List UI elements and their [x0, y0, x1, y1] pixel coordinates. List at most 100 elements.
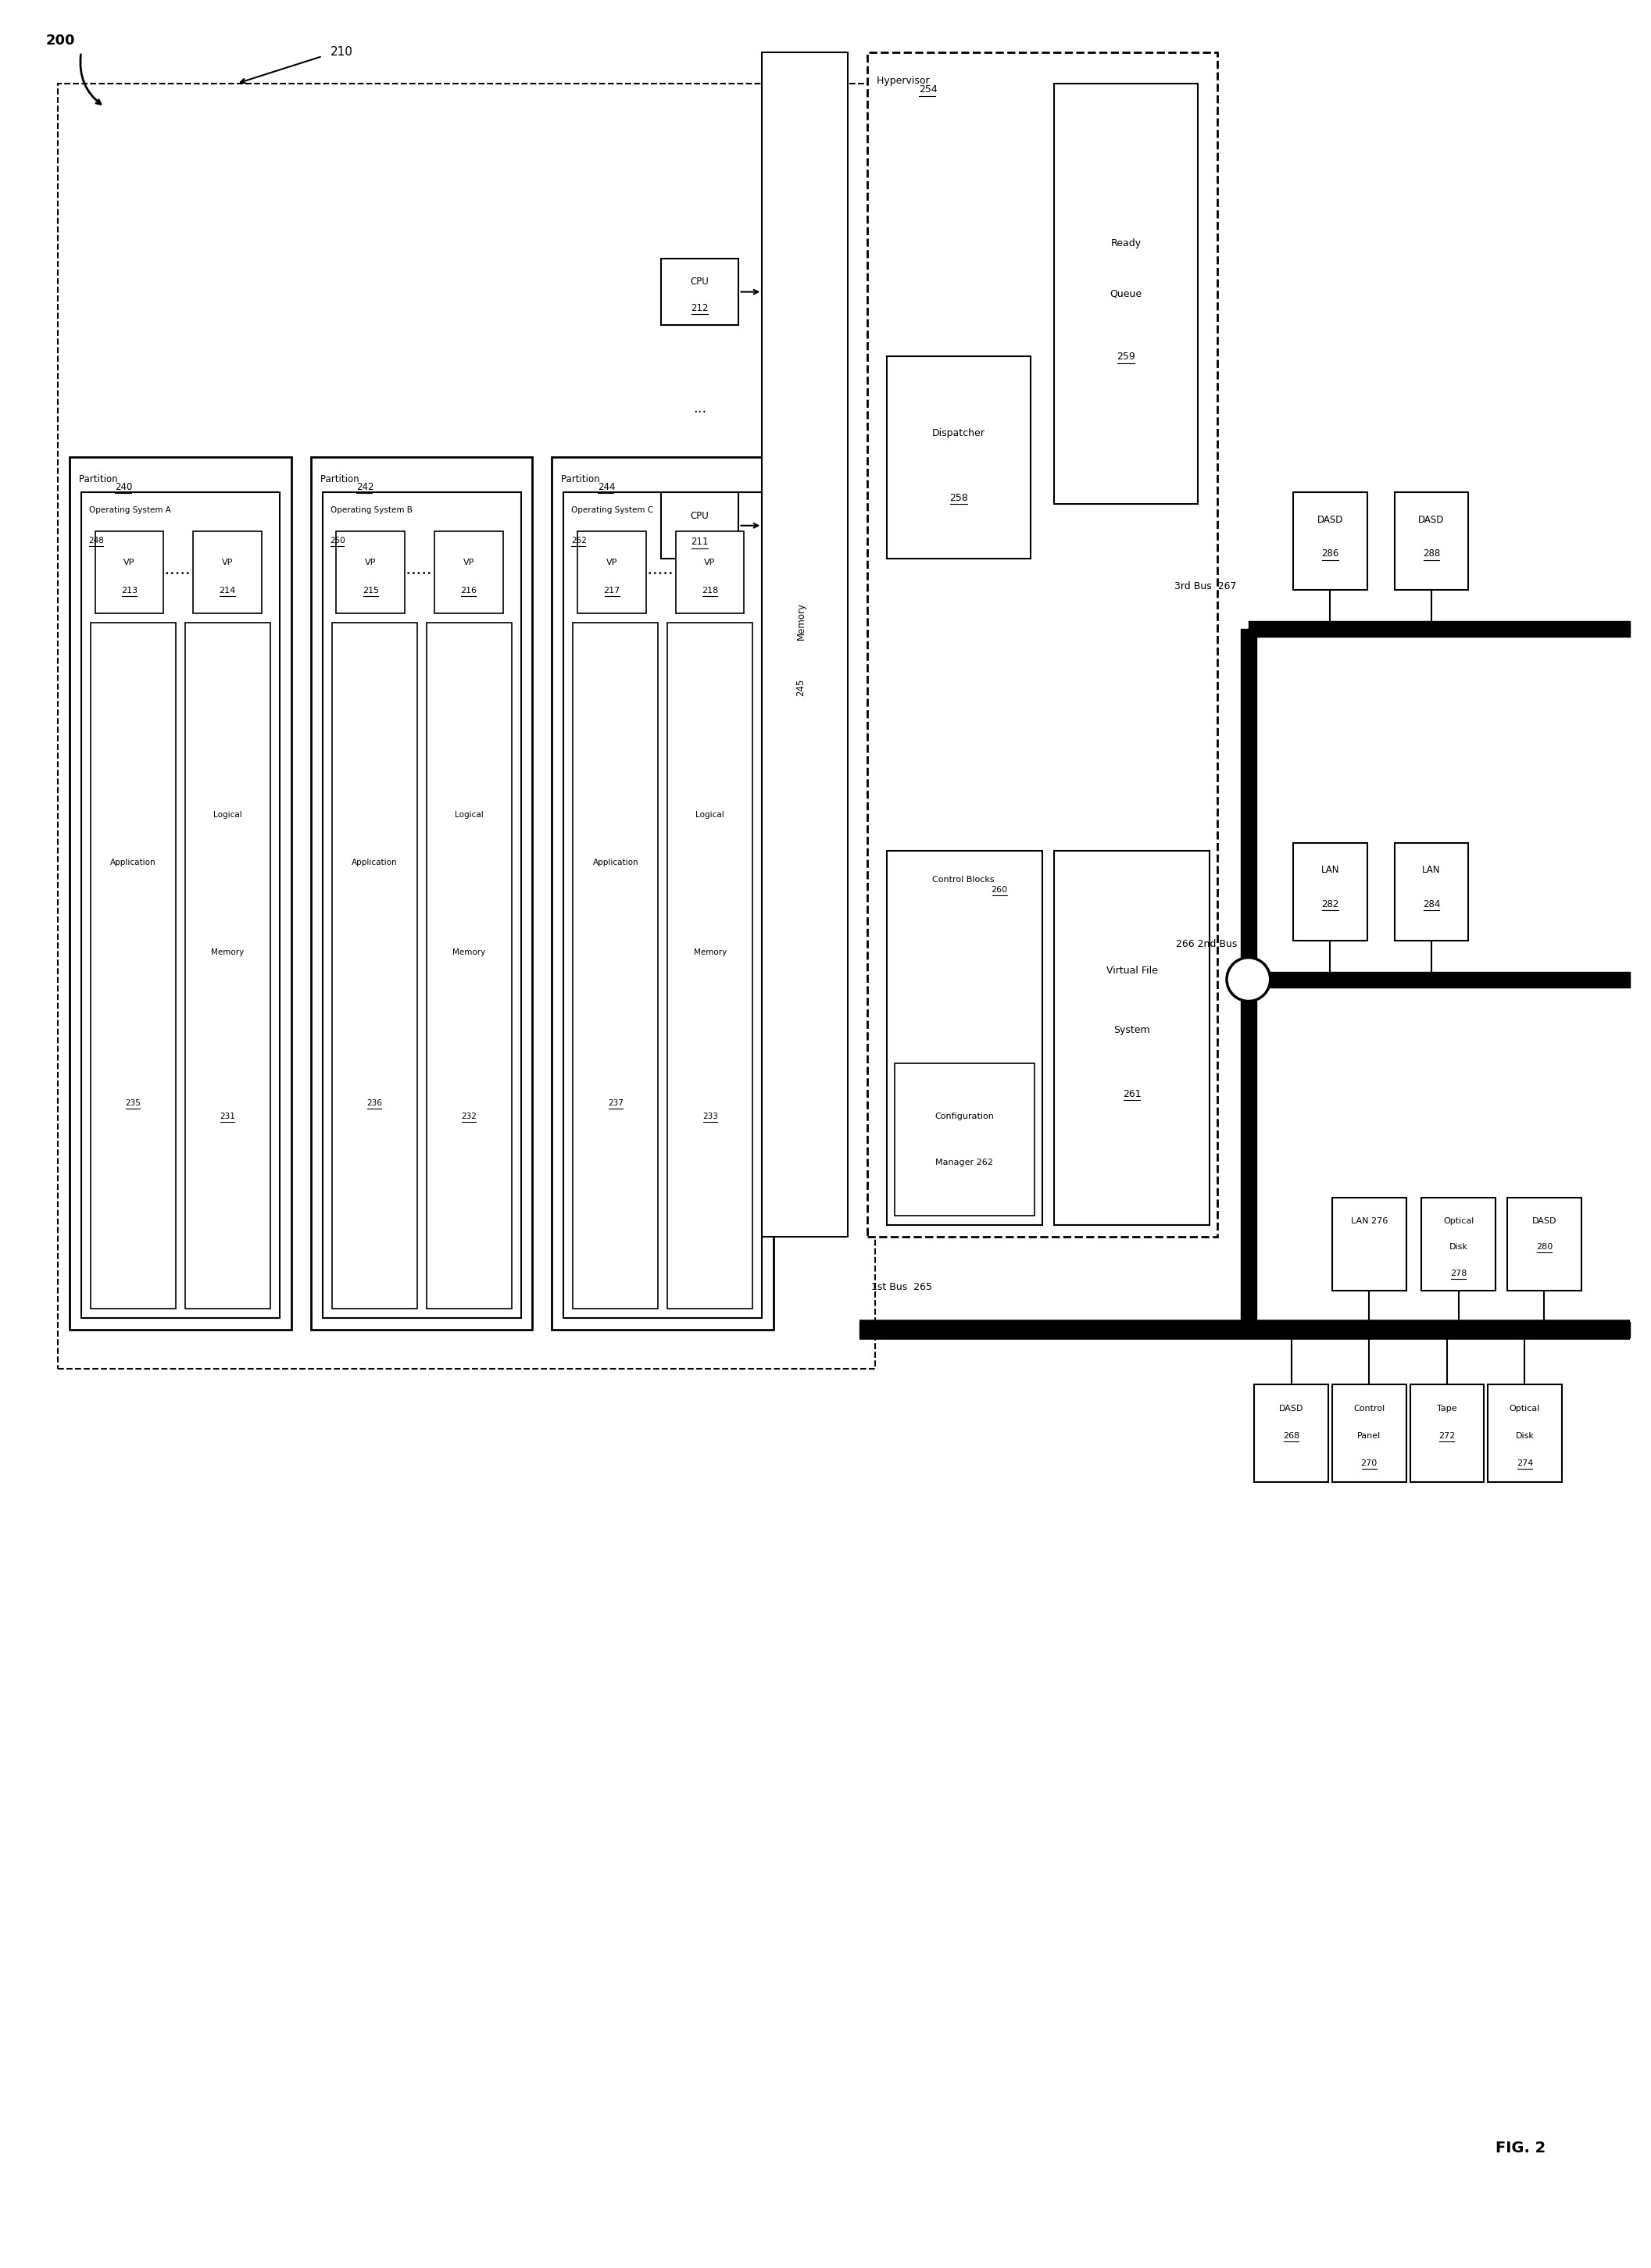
Text: Partition: Partition	[79, 474, 121, 485]
Bar	[578, 531, 646, 612]
Text: 213: 213	[121, 587, 137, 594]
Text: Application: Application	[111, 860, 155, 866]
Text: Ready: Ready	[1111, 238, 1141, 249]
Text: 261: 261	[1123, 1089, 1141, 1100]
Bar	[1053, 84, 1199, 503]
Text: 260: 260	[991, 887, 1007, 894]
Text: 248: 248	[89, 538, 104, 544]
Bar	[887, 356, 1030, 558]
Text: 282: 282	[1321, 900, 1339, 909]
Text: CPU: CPU	[690, 510, 708, 522]
Bar	[551, 458, 774, 1329]
Bar	[426, 624, 512, 1309]
Text: VP: VP	[462, 558, 474, 567]
Bar	[660, 492, 738, 558]
Text: 1st Bus  265: 1st Bus 265	[872, 1281, 931, 1293]
Text: LAN: LAN	[1321, 864, 1339, 875]
Text: Application: Application	[593, 860, 639, 866]
Text: 237: 237	[608, 1100, 624, 1107]
Text: CPU: CPU	[690, 277, 708, 288]
Text: 232: 232	[461, 1114, 477, 1120]
Bar	[1422, 1198, 1496, 1290]
Bar	[675, 531, 745, 612]
Text: 216: 216	[461, 587, 477, 594]
Text: 259: 259	[1116, 352, 1136, 363]
Text: 245: 245	[796, 678, 806, 696]
Text: 242: 242	[357, 481, 375, 492]
Bar	[322, 492, 520, 1318]
Text: Configuration: Configuration	[934, 1114, 994, 1120]
Bar	[185, 624, 271, 1309]
Text: 233: 233	[702, 1114, 718, 1120]
Text: 278: 278	[1450, 1270, 1468, 1277]
Text: Logical: Logical	[695, 812, 725, 819]
Text: Dispatcher: Dispatcher	[933, 429, 986, 438]
Bar	[660, 259, 738, 324]
Bar	[1395, 844, 1468, 941]
Text: 231: 231	[220, 1114, 236, 1120]
Text: Application: Application	[352, 860, 398, 866]
Text: VP: VP	[124, 558, 135, 567]
Text: 211: 211	[692, 538, 708, 547]
Text: Disk: Disk	[1450, 1243, 1468, 1252]
Bar	[91, 624, 175, 1309]
Text: ...: ...	[693, 401, 707, 415]
Text: 270: 270	[1360, 1458, 1377, 1467]
Text: Panel: Panel	[1357, 1431, 1380, 1440]
Text: Manager 262: Manager 262	[936, 1159, 994, 1166]
Bar	[867, 52, 1217, 1236]
Text: 200: 200	[46, 34, 76, 48]
Bar	[1507, 1198, 1582, 1290]
Bar	[1410, 1383, 1484, 1481]
Text: Operating System A: Operating System A	[89, 506, 170, 515]
Text: DASD: DASD	[1317, 515, 1344, 524]
Text: Partition: Partition	[561, 474, 603, 485]
Text: 244: 244	[598, 481, 616, 492]
Bar	[1332, 1198, 1407, 1290]
Text: Control: Control	[1354, 1404, 1385, 1413]
Text: Memory: Memory	[211, 948, 244, 955]
Text: System: System	[1113, 1025, 1151, 1036]
Text: Queue: Queue	[1109, 288, 1142, 299]
Text: 210: 210	[330, 45, 353, 59]
Text: 268: 268	[1283, 1431, 1299, 1440]
Text: 250: 250	[330, 538, 345, 544]
Text: 274: 274	[1516, 1458, 1534, 1467]
Text: Control Blocks: Control Blocks	[931, 875, 997, 885]
Text: 288: 288	[1423, 549, 1440, 558]
Text: LAN: LAN	[1422, 864, 1441, 875]
Text: 252: 252	[571, 538, 586, 544]
Text: Disk: Disk	[1516, 1431, 1534, 1440]
Text: VP: VP	[221, 558, 233, 567]
Bar	[1255, 1383, 1329, 1481]
Text: Hypervisor: Hypervisor	[877, 75, 933, 86]
Text: 218: 218	[702, 587, 718, 594]
Text: LAN 276: LAN 276	[1351, 1218, 1387, 1225]
Text: Tape: Tape	[1436, 1404, 1456, 1413]
Text: Optical: Optical	[1509, 1404, 1540, 1413]
Text: 240: 240	[116, 481, 132, 492]
Text: 215: 215	[362, 587, 378, 594]
Text: Logical: Logical	[454, 812, 484, 819]
Text: DASD: DASD	[1280, 1404, 1304, 1413]
Bar	[310, 458, 533, 1329]
Bar	[96, 531, 163, 612]
Text: 266 2nd Bus: 266 2nd Bus	[1176, 939, 1237, 950]
Text: DASD: DASD	[1532, 1218, 1557, 1225]
Text: FIG. 2: FIG. 2	[1496, 2141, 1545, 2155]
Text: 235: 235	[125, 1100, 140, 1107]
Text: 217: 217	[604, 587, 621, 594]
Text: 254: 254	[920, 84, 938, 95]
Bar	[58, 84, 875, 1370]
Text: 286: 286	[1321, 549, 1339, 558]
Bar	[1395, 492, 1468, 590]
Text: VP: VP	[705, 558, 715, 567]
Bar	[193, 531, 261, 612]
Text: 280: 280	[1535, 1243, 1552, 1252]
Text: 236: 236	[367, 1100, 381, 1107]
Text: 212: 212	[692, 304, 708, 313]
Bar	[81, 492, 279, 1318]
Bar	[1053, 850, 1210, 1225]
Text: Memory: Memory	[452, 948, 485, 955]
Text: VP: VP	[365, 558, 376, 567]
